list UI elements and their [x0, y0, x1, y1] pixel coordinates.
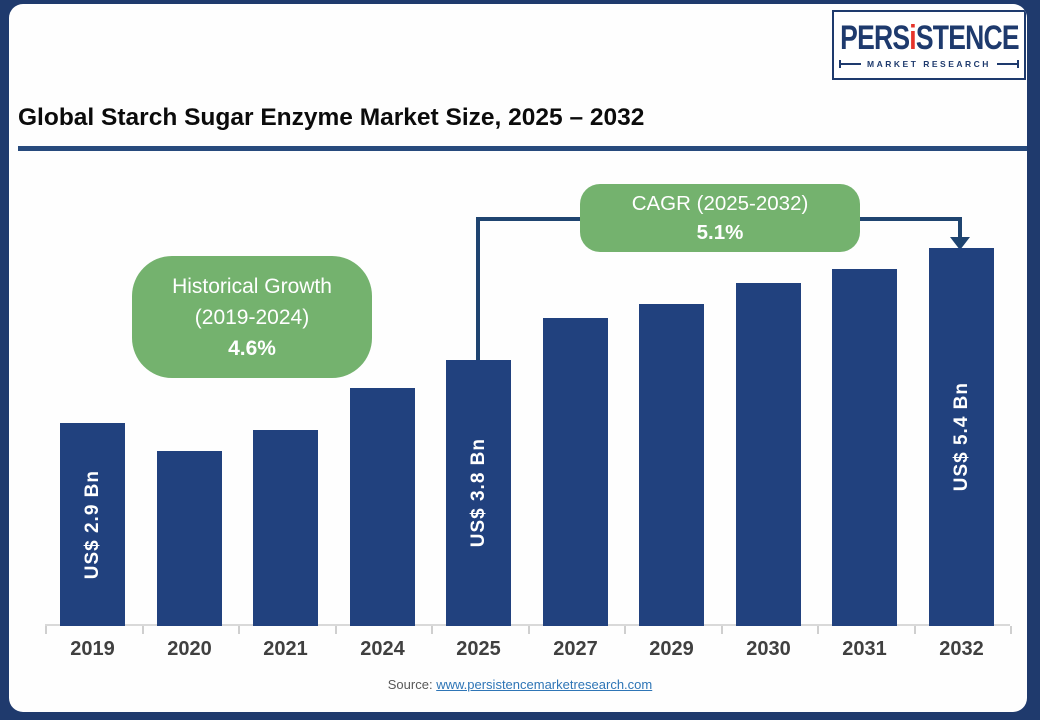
bar-2025: US$ 3.8 Bn	[446, 360, 511, 626]
page-title: Global Starch Sugar Enzyme Market Size, …	[18, 104, 645, 131]
bar-2027	[543, 318, 608, 626]
bar-2020	[157, 451, 222, 626]
x-axis-label-2019: 2019	[70, 638, 115, 660]
axis-tick	[238, 626, 240, 634]
cagr-connector-vertical-right	[958, 217, 962, 238]
historical-growth-line1: Historical Growth	[172, 274, 332, 298]
logo-left-rule-icon	[839, 60, 862, 68]
bar-value-label-2019: US$ 2.9 Bn	[81, 469, 103, 580]
x-axis-label-2032: 2032	[939, 638, 984, 660]
x-axis-label-2029: 2029	[649, 638, 694, 660]
x-axis-label-2024: 2024	[360, 638, 405, 660]
axis-tick	[335, 626, 337, 634]
logo-text-pre: PERS	[839, 19, 910, 57]
bar-2029	[639, 304, 704, 626]
logo-subtitle: MARKET RESEARCH	[867, 59, 991, 69]
cagr-line1: CAGR (2025-2032)	[631, 192, 809, 215]
source-link[interactable]: www.persistencemarketresearch.com	[436, 677, 653, 692]
axis-tick	[45, 626, 47, 634]
x-axis-label-2027: 2027	[553, 638, 598, 660]
cagr-connector-horizontal-left	[476, 217, 582, 221]
cagr-connector-vertical-left	[476, 217, 480, 377]
logo-text-post: STENCE	[915, 19, 1019, 57]
x-axis-label-2025: 2025	[456, 638, 501, 660]
page-frame: PERS i STENCE MARKET RESEARCH Global Starc…	[9, 4, 1027, 712]
bar-2032: US$ 5.4 Bn	[929, 248, 994, 626]
historical-growth-callout: Historical Growth (2019-2024) 4.6%	[132, 256, 372, 378]
logo-right-rule-icon	[996, 60, 1019, 68]
source-row: Source: www.persistencemarketresearch.co…	[9, 677, 1027, 692]
cagr-callout: CAGR (2025-2032) 5.1%	[580, 184, 860, 252]
cagr-value: 5.1%	[696, 221, 744, 244]
bar-value-label-2032: US$ 5.4 Bn	[950, 382, 972, 492]
source-label: Source:	[387, 677, 433, 692]
axis-tick	[431, 626, 433, 634]
cagr-arrow-down-icon	[950, 237, 970, 250]
x-axis-label-2021: 2021	[263, 638, 308, 660]
bar-2019: US$ 2.9 Bn	[60, 423, 125, 626]
axis-tick	[817, 626, 819, 634]
x-axis-label-2020: 2020	[167, 638, 212, 660]
bar-2030	[736, 283, 801, 626]
title-underline	[18, 146, 1027, 151]
logo-subtitle-row: MARKET RESEARCH	[839, 59, 1019, 69]
axis-tick	[721, 626, 723, 634]
bar-2024	[350, 388, 415, 626]
x-axis-label-2030: 2030	[746, 638, 791, 660]
bar-2021	[253, 430, 318, 626]
axis-tick	[1010, 626, 1012, 634]
x-axis-label-2031: 2031	[842, 638, 887, 660]
bar-value-label-2025: US$ 3.8 Bn	[467, 438, 489, 548]
axis-tick	[914, 626, 916, 634]
x-axis-line	[45, 624, 1010, 626]
persistence-logo: PERS i STENCE MARKET RESEARCH	[832, 10, 1026, 80]
axis-tick	[528, 626, 530, 634]
cagr-connector-horizontal-right	[858, 217, 962, 221]
bar-2031	[832, 269, 897, 626]
axis-tick	[142, 626, 144, 634]
logo-text-i: i	[908, 19, 916, 57]
historical-growth-value: 4.6%	[228, 336, 276, 360]
logo-wordmark: PERS i STENCE	[840, 21, 1019, 55]
axis-tick	[624, 626, 626, 634]
historical-growth-line2: (2019-2024)	[194, 305, 310, 329]
canvas: PERS i STENCE MARKET RESEARCH Global Starc…	[9, 4, 1027, 712]
